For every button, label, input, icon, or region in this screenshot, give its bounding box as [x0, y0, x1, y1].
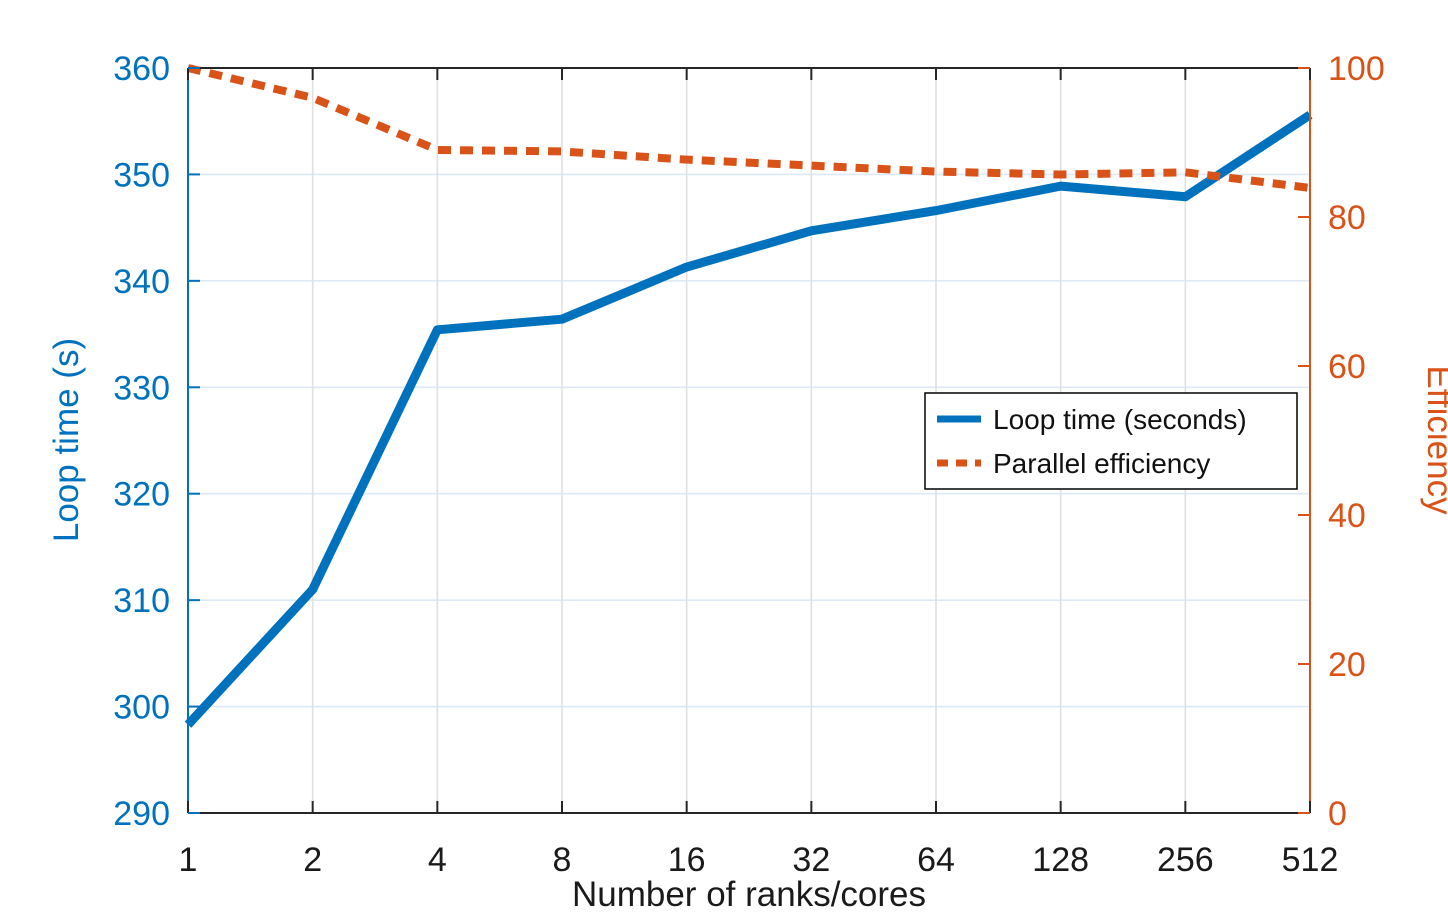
axes-layer — [187, 67, 1311, 814]
series-layer — [184, 64, 1313, 728]
left-y-tick-label: 330 — [113, 369, 170, 407]
x-tick-label: 2 — [303, 841, 322, 879]
right-y-tick-label: 0 — [1328, 795, 1347, 833]
x-axis-title: Number of ranks/cores — [572, 875, 926, 914]
legend: Loop time (seconds) Parallel efficiency — [924, 392, 1298, 490]
left-y-tick-label: 350 — [113, 156, 170, 194]
parallel-efficiency-line — [187, 64, 1311, 192]
right-y-tick-label: 40 — [1328, 497, 1366, 535]
x-tick-label: 256 — [1157, 841, 1214, 879]
right-y-tick-label: 60 — [1328, 348, 1366, 386]
x-tick-label: 64 — [917, 841, 955, 879]
left-y-axis-title: Loop time (s) — [47, 338, 86, 542]
tick-label-layer: 1 2 4 8 16 32 64 128 256 512 290 300 310 320 330 340 350… — [113, 50, 1384, 879]
x-tick-label: 1 — [179, 841, 198, 879]
left-y-tick-label: 290 — [113, 795, 170, 833]
right-y-axis-title: Efficiency — [1420, 365, 1448, 515]
x-tick-label: 16 — [668, 841, 706, 879]
right-y-tick-label: 20 — [1328, 646, 1366, 684]
x-tick-label: 8 — [553, 841, 572, 879]
x-tick-label: 128 — [1032, 841, 1089, 879]
right-y-tick-label: 100 — [1328, 50, 1385, 88]
x-tick-label: 512 — [1282, 841, 1339, 879]
left-y-tick-label: 340 — [113, 263, 170, 301]
loop-time-line — [184, 111, 1313, 728]
left-y-tick-label: 310 — [113, 582, 170, 620]
right-y-tick-label: 80 — [1328, 199, 1366, 237]
left-y-tick-label: 320 — [113, 476, 170, 514]
legend-box — [924, 392, 1298, 490]
left-y-tick-label: 360 — [113, 50, 170, 88]
left-y-tick-label: 300 — [113, 689, 170, 727]
legend-label-loop-time: Loop time (seconds) — [993, 404, 1247, 435]
x-tick-label: 32 — [792, 841, 830, 879]
legend-label-parallel-efficiency: Parallel efficiency — [993, 448, 1210, 479]
x-tick-label: 4 — [428, 841, 447, 879]
